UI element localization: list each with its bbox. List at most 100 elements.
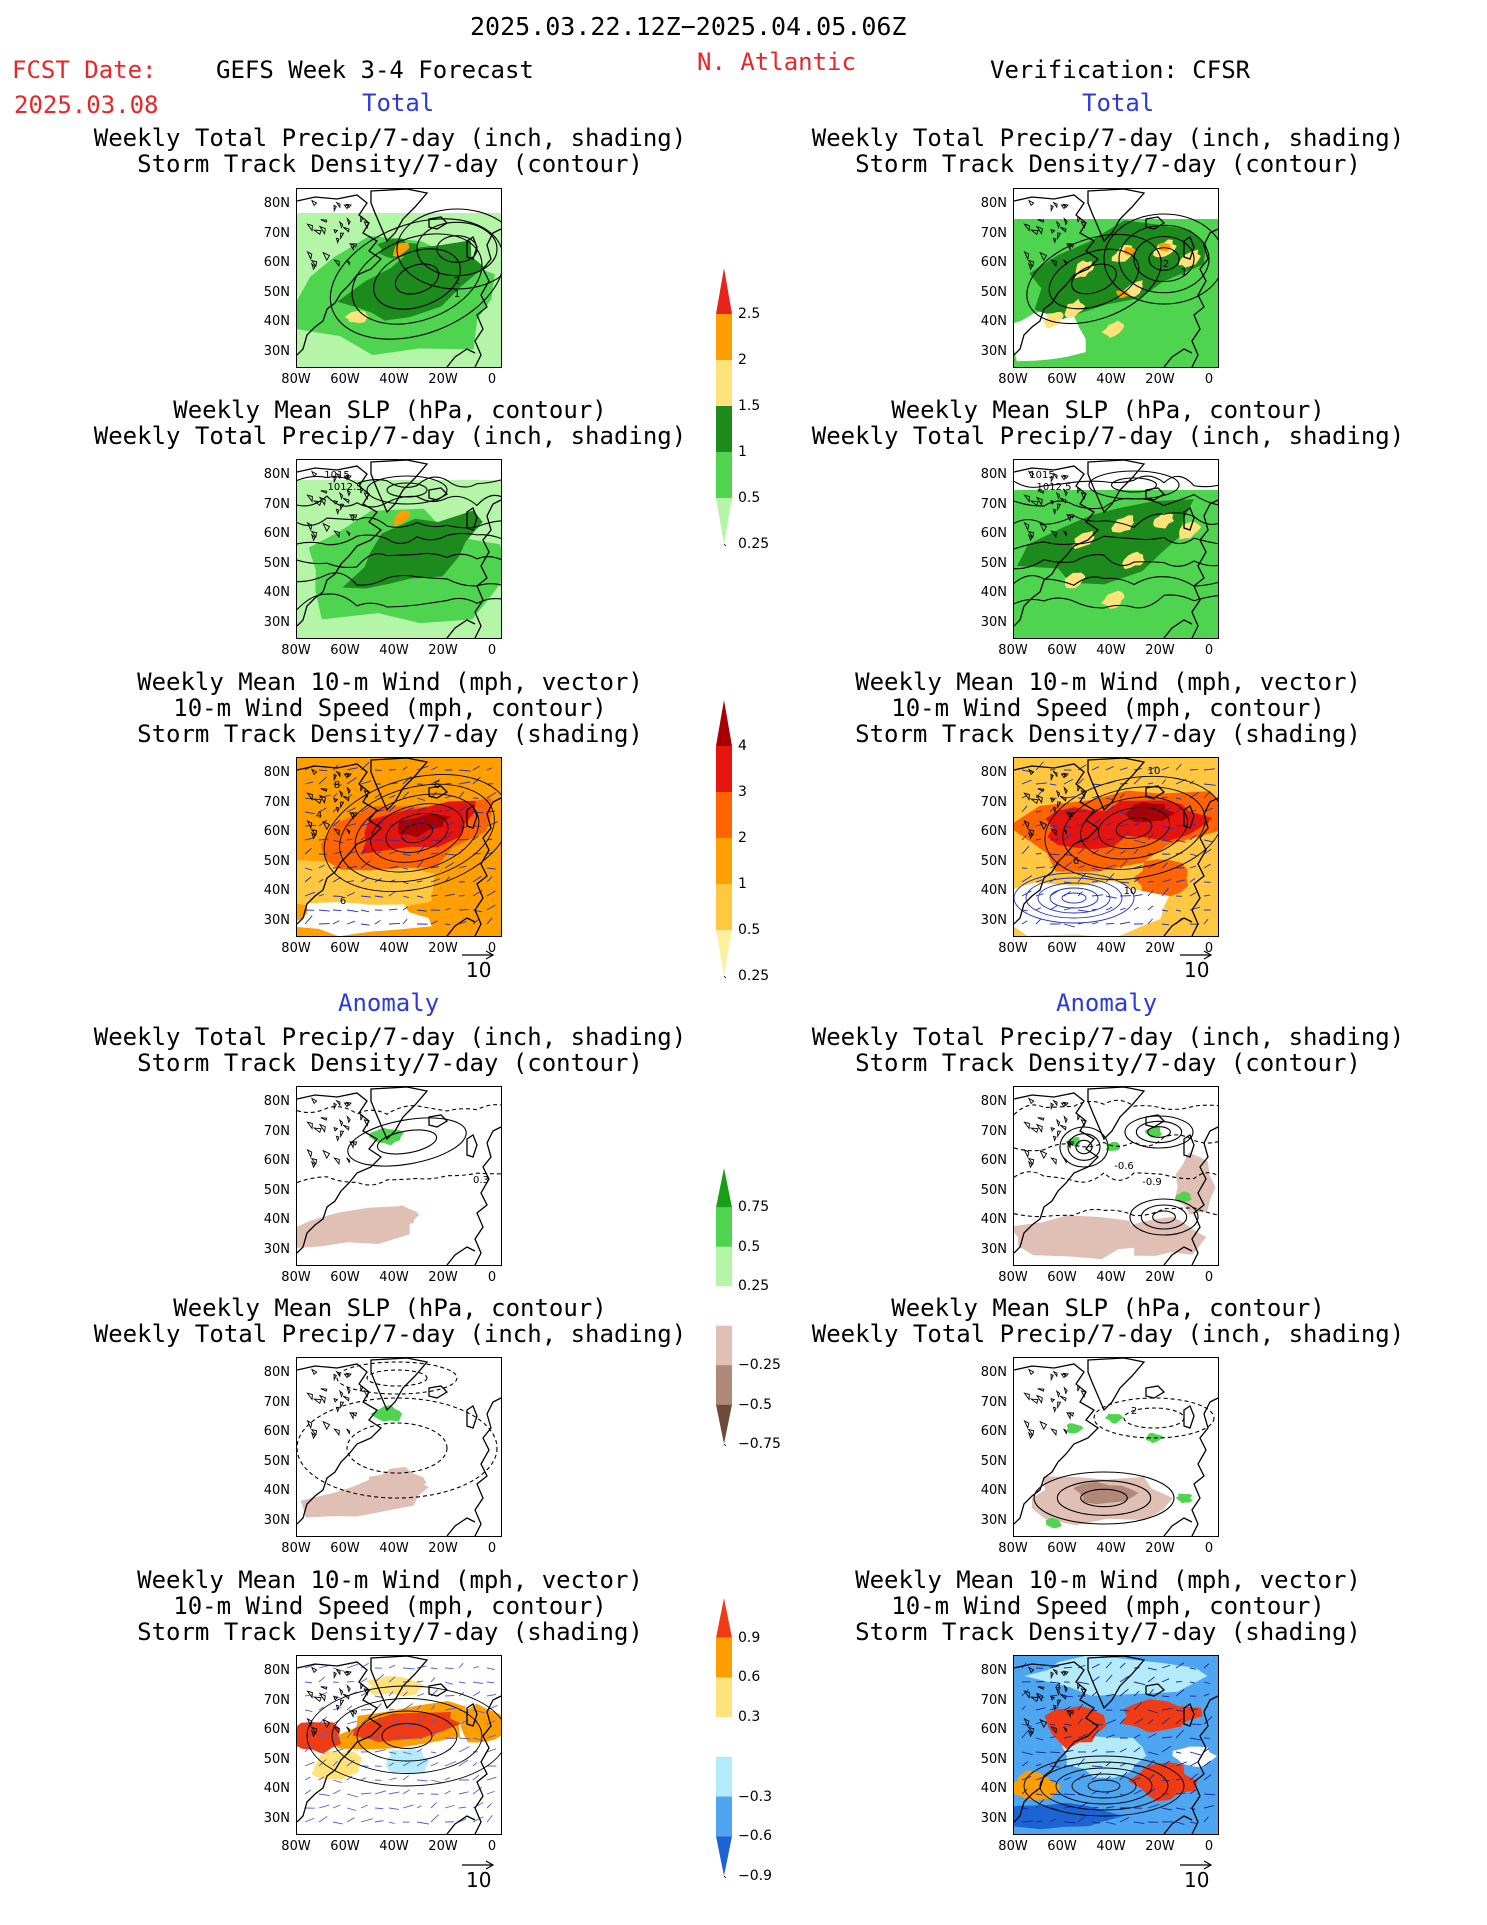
lon-label: 20W xyxy=(1145,941,1175,956)
colorbar-swatch xyxy=(716,930,732,976)
panel-title-line: Weekly Mean SLP (hPa, contour) xyxy=(173,1294,607,1322)
lon-label: 0 xyxy=(487,643,497,658)
lat-label: 80N xyxy=(263,1663,290,1678)
colorbar-swatch xyxy=(716,360,732,406)
lat-label: 70N xyxy=(263,1394,290,1410)
lat-label: 60N xyxy=(980,526,1007,541)
lat-label: 40N xyxy=(980,1781,1007,1796)
lat-label: 60N xyxy=(263,1722,290,1737)
lon-label: 60W xyxy=(1047,643,1077,658)
panel-title-line: Weekly Total Precip/7-day (inch, shading… xyxy=(811,1320,1405,1348)
lat-label: 80N xyxy=(263,196,290,211)
lat-label: 70N xyxy=(980,1692,1007,1708)
colorbar-swatch xyxy=(716,1836,732,1876)
lon-label: 0 xyxy=(487,1839,497,1854)
lon-label: 20W xyxy=(1145,1839,1175,1854)
colorbar-swatch xyxy=(716,406,732,452)
lat-label: 50N xyxy=(263,853,290,869)
lat-label: 80N xyxy=(980,765,1007,780)
lat-label: 70N xyxy=(263,225,290,241)
lon-label: 0 xyxy=(1204,372,1214,387)
lat-label: 50N xyxy=(980,555,1007,571)
section-anomaly-left: Anomaly xyxy=(338,989,440,1017)
panel-title-line: Storm Track Density/7-day (shading) xyxy=(137,1618,643,1646)
lat-label: 80N xyxy=(980,467,1007,482)
lat-label: 60N xyxy=(263,824,290,839)
colorbar-swatch xyxy=(716,1325,732,1366)
colorbar-label: 2 xyxy=(738,830,747,846)
vector-reference: 10 xyxy=(462,1860,495,1892)
lat-label: 70N xyxy=(263,794,290,810)
colorbar-precip-anomaly xyxy=(716,1168,734,1450)
panel-title-line: Weekly Total Precip/7-day (inch, shading… xyxy=(93,124,687,152)
lon-label: 80W xyxy=(281,1839,311,1854)
vector-reference: 10 xyxy=(1180,950,1213,982)
cfsr-anomaly-wind-panel: 4 xyxy=(1013,1655,1219,1835)
contour-label: 6 xyxy=(434,780,440,791)
lat-label: 70N xyxy=(980,225,1007,241)
colorbar-label: −0.5 xyxy=(738,1396,772,1413)
cfsr-anomaly-slp-panel: 2 xyxy=(1013,1357,1219,1537)
lon-label: 0 xyxy=(487,1541,497,1556)
panel-title-line: 10-m Wind Speed (mph, contour) xyxy=(173,694,607,722)
lat-label: 50N xyxy=(980,1751,1007,1767)
contour-label: 4 xyxy=(1055,1682,1061,1693)
colorbar-swatch xyxy=(716,1365,732,1405)
colorbar-label: −0.25 xyxy=(738,1357,781,1374)
panel-title-line: Weekly Mean 10-m Wind (mph, vector) xyxy=(137,1566,643,1594)
panel-title-line: Weekly Mean 10-m Wind (mph, vector) xyxy=(137,668,643,696)
lon-label: 80W xyxy=(281,643,311,658)
colorbar-label: 0.9 xyxy=(738,1629,761,1646)
lat-label: 70N xyxy=(980,1123,1007,1139)
contour-label: -0.9 xyxy=(1142,1177,1162,1188)
lon-label: 60W xyxy=(330,643,360,658)
colorbar-label: 0.25 xyxy=(738,536,770,552)
verification-title: Verification: CFSR xyxy=(990,56,1251,84)
colorbar-swatch xyxy=(716,452,732,498)
fcst-date: 2025.03.08 xyxy=(14,91,159,119)
colorbar-label: 0.5 xyxy=(738,1238,761,1255)
panel-title-line: 10-m Wind Speed (mph, contour) xyxy=(173,1592,607,1620)
contour-label: 6 xyxy=(340,896,346,907)
contour-label: 4 xyxy=(316,810,322,821)
colorbar-swatch xyxy=(716,1404,732,1444)
contour-label: 1012.5 xyxy=(1037,482,1072,493)
contour-label: 1 xyxy=(454,289,460,300)
contour-label: 10 xyxy=(1148,766,1161,777)
lon-label: 20W xyxy=(428,372,458,387)
lat-label: 30N xyxy=(263,912,290,928)
colorbar-label: −0.9 xyxy=(738,1868,772,1884)
panel-title-line: Storm Track Density/7-day (contour) xyxy=(137,1049,643,1077)
lat-label: 70N xyxy=(263,496,290,512)
colorbar-swatch xyxy=(716,1796,732,1837)
lat-label: 30N xyxy=(980,343,1007,359)
panel-title-line: 10-m Wind Speed (mph, contour) xyxy=(891,694,1325,722)
lon-label: 80W xyxy=(998,941,1028,956)
lat-label: 30N xyxy=(263,343,290,359)
lat-label: 40N xyxy=(263,1781,290,1796)
lon-label: 60W xyxy=(330,1541,360,1556)
lat-label: 40N xyxy=(263,1483,290,1498)
lat-label: 80N xyxy=(980,1094,1007,1109)
lat-label: 70N xyxy=(980,1394,1007,1410)
lat-label: 60N xyxy=(263,1153,290,1168)
lat-label: 60N xyxy=(263,255,290,270)
lon-label: 20W xyxy=(1145,372,1175,387)
lat-label: 50N xyxy=(263,1751,290,1767)
colorbar-swatch xyxy=(716,268,732,314)
lon-label: 80W xyxy=(281,1270,311,1285)
section-anomaly-right: Anomaly xyxy=(1056,989,1158,1017)
colorbar-swatch xyxy=(716,314,732,360)
model-title: GEFS Week 3-4 Forecast xyxy=(216,56,534,84)
lat-label: 50N xyxy=(263,1453,290,1469)
lat-label: 80N xyxy=(980,1365,1007,1380)
lat-label: 30N xyxy=(980,1512,1007,1528)
lat-label: 60N xyxy=(980,1722,1007,1737)
panel-title-line: Weekly Mean 10-m Wind (mph, vector) xyxy=(855,668,1361,696)
lat-label: 40N xyxy=(263,314,290,329)
lat-label: 50N xyxy=(263,555,290,571)
period-title: 2025.03.22.12Z−2025.04.05.06Z xyxy=(470,12,907,41)
lon-label: 20W xyxy=(428,1839,458,1854)
lon-label: 80W xyxy=(281,1541,311,1556)
contour-label: 1015 xyxy=(1029,470,1054,481)
